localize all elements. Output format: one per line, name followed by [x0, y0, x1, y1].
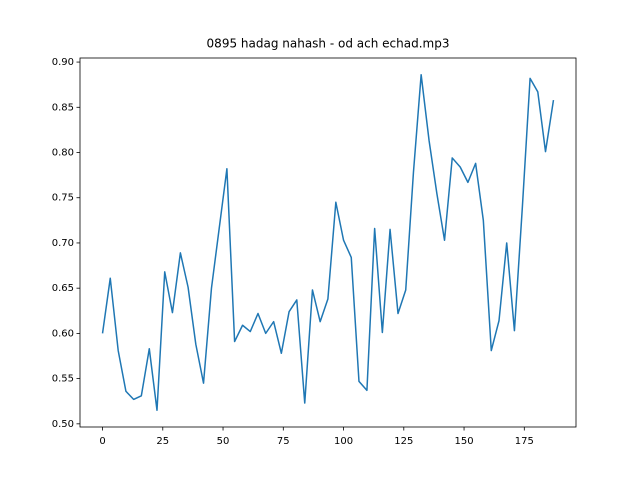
- x-tick-label: 175: [515, 436, 534, 447]
- x-tick-label: 150: [455, 436, 474, 447]
- y-tick-label: 0.55: [52, 374, 74, 385]
- y-tick-label: 0.50: [52, 419, 74, 430]
- axes-frame: [79, 57, 577, 428]
- x-tick-label: 50: [217, 436, 230, 447]
- x-tick-label: 125: [394, 436, 413, 447]
- x-tick-label: 25: [156, 436, 169, 447]
- x-tick-label: 100: [334, 436, 353, 447]
- data-line: [101, 73, 555, 412]
- y-tick-label: 0.90: [52, 57, 74, 68]
- x-tick-label: 0: [99, 436, 105, 447]
- y-tick-label: 0.85: [52, 102, 74, 113]
- y-tick-label: 0.80: [52, 148, 74, 159]
- y-tick-label: 0.65: [52, 283, 74, 294]
- chart-title: 0895 hadag nahash - od ach echad.mp3: [207, 37, 450, 51]
- x-tick-label: 75: [277, 436, 290, 447]
- y-tick-label: 0.75: [52, 193, 74, 204]
- y-tick-label: 0.70: [52, 238, 74, 249]
- y-tick-label: 0.60: [52, 328, 74, 339]
